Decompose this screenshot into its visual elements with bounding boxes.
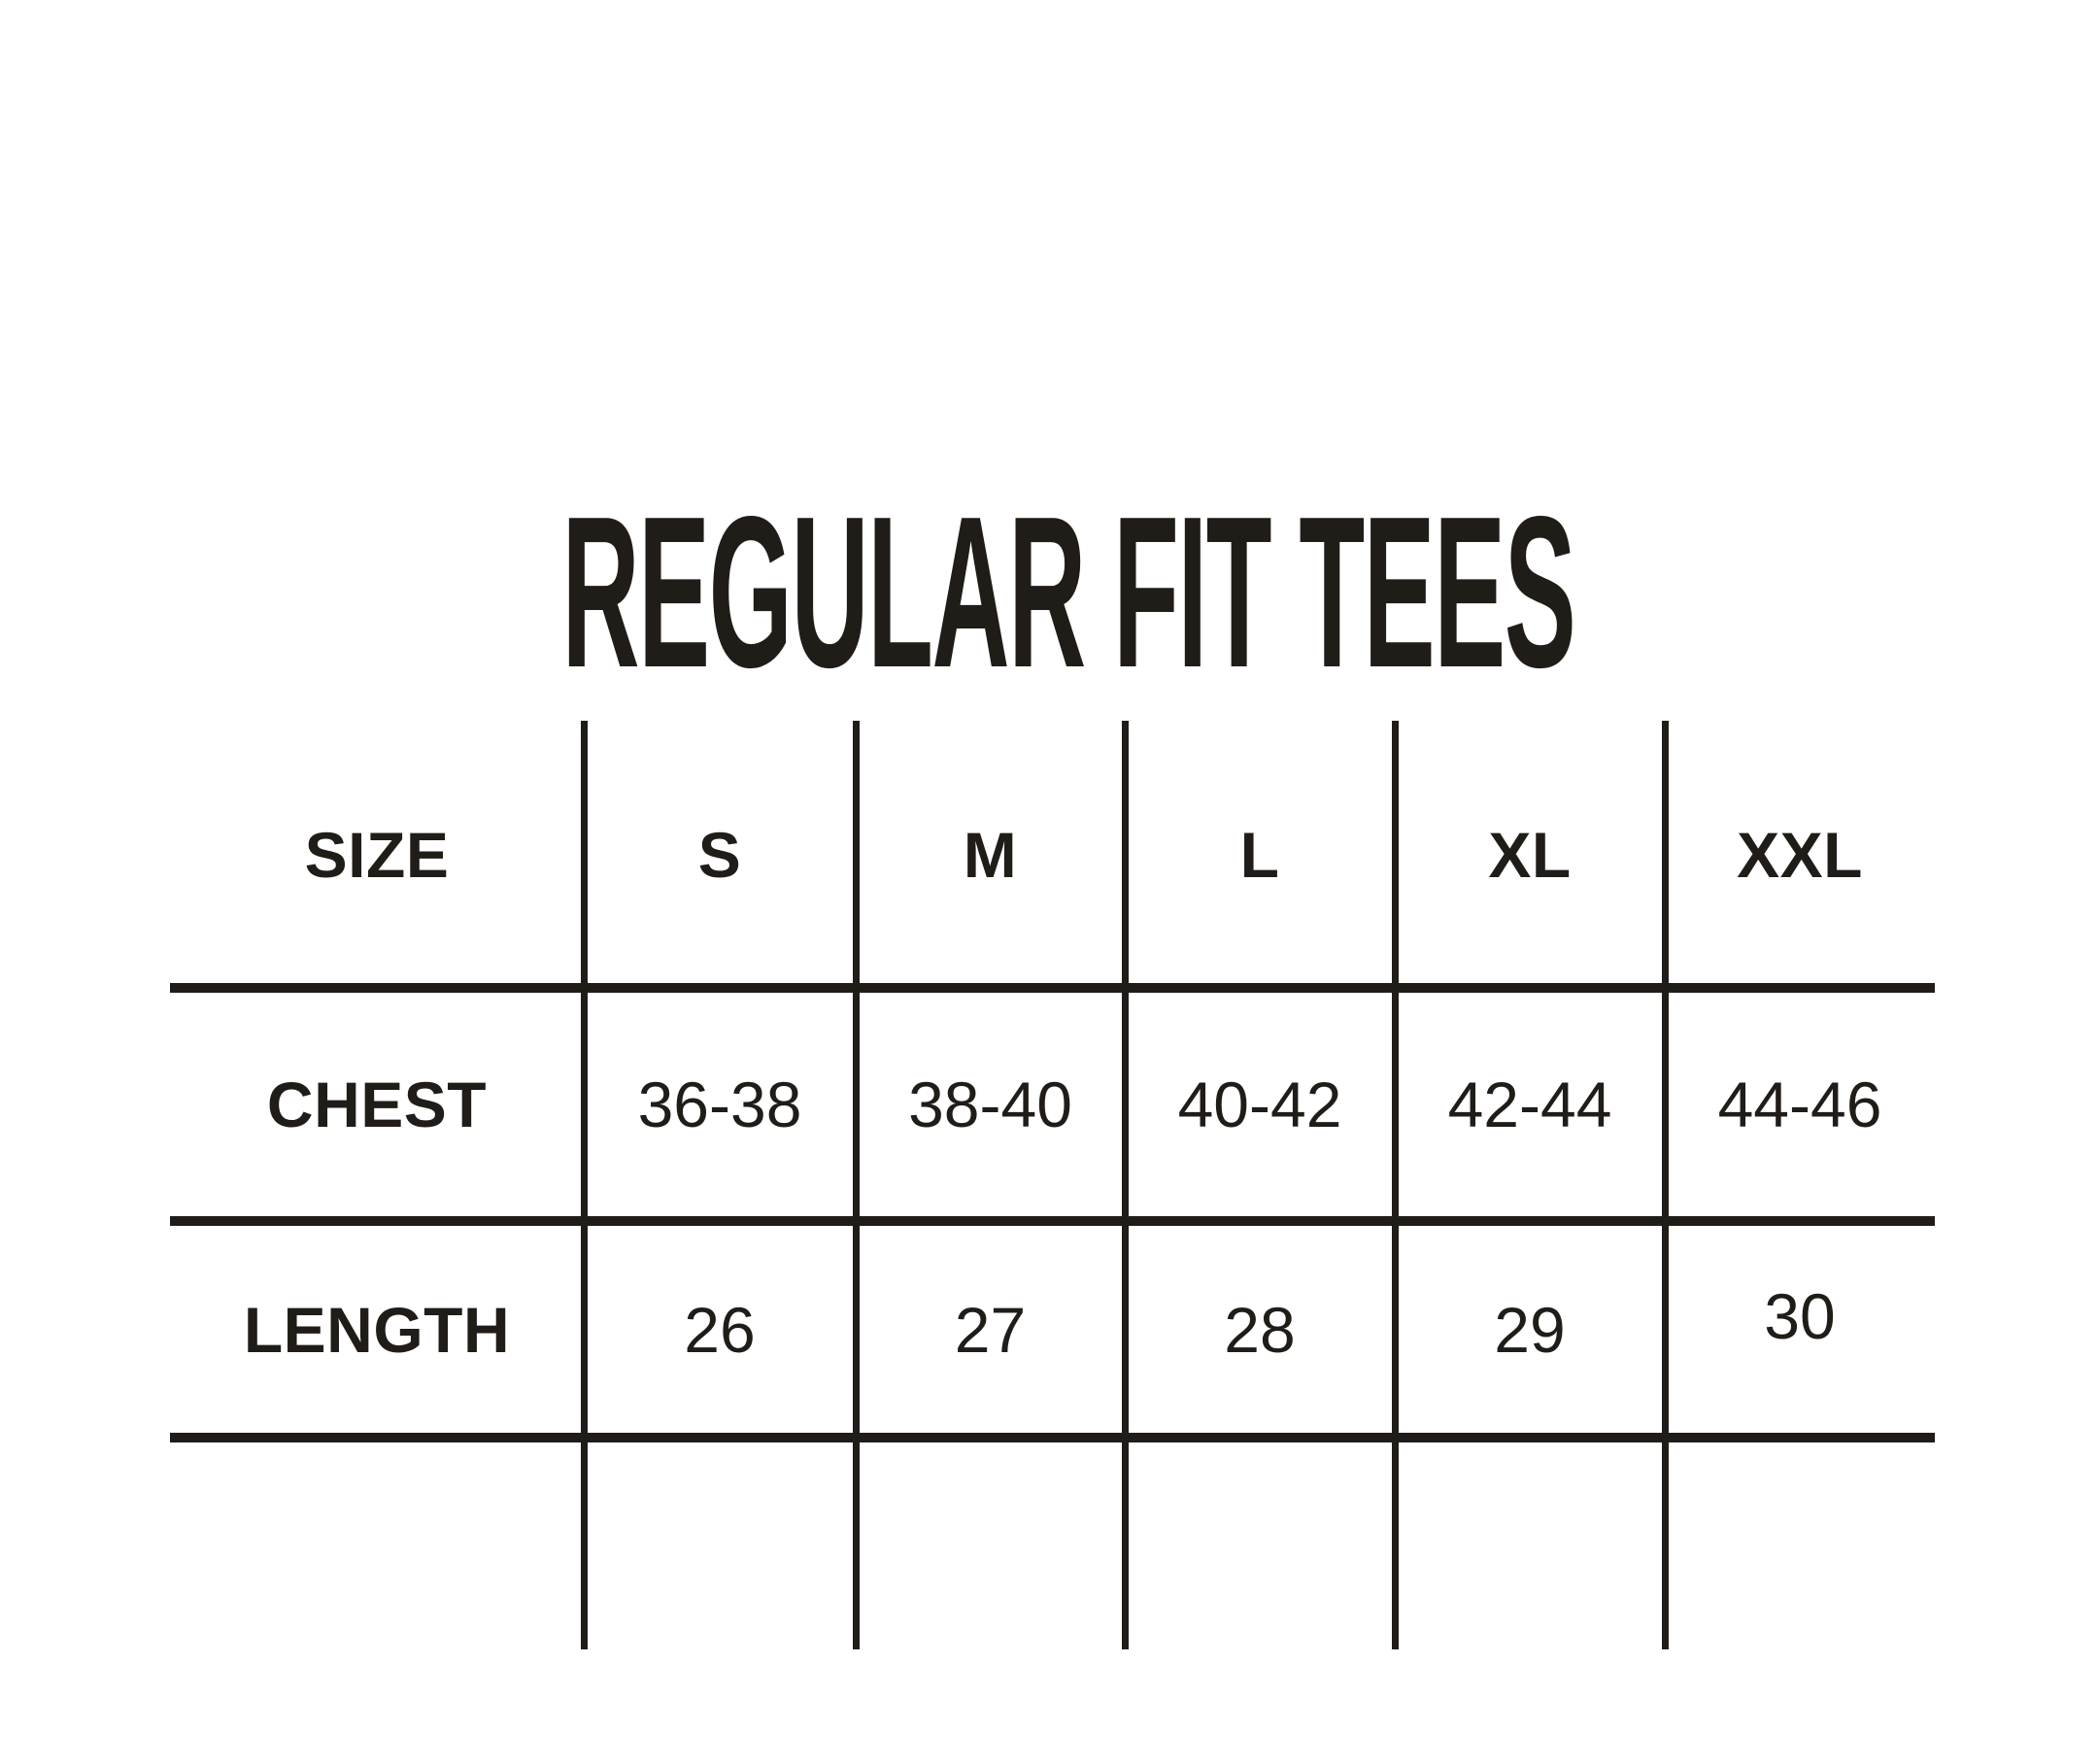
chest-row-label: CHEST — [266, 1069, 488, 1140]
table-horizontal-line — [170, 983, 1935, 993]
table-cell: 40-42 — [1177, 1069, 1342, 1140]
table-vertical-line — [853, 721, 860, 1649]
column-header-l: L — [1239, 818, 1280, 891]
column-header-xl: XL — [1488, 818, 1572, 891]
title-row: REGULAR FIT TEES — [0, 485, 2098, 700]
table-cell: 29 — [1494, 1293, 1566, 1366]
table-cell: 30 — [1764, 1279, 1836, 1352]
table-vertical-line — [1392, 721, 1399, 1649]
table-cell: 42-44 — [1447, 1069, 1612, 1140]
table-cell: 36-38 — [637, 1069, 802, 1140]
table-vertical-line — [581, 721, 588, 1649]
table-cell: 38-40 — [908, 1069, 1072, 1140]
table-vertical-line — [1122, 721, 1129, 1649]
column-header-m: M — [963, 818, 1018, 891]
table-cell: 26 — [684, 1293, 756, 1366]
table-horizontal-line — [170, 1216, 1935, 1226]
length-row-label: LENGTH — [243, 1293, 511, 1366]
size-row-label: SIZE — [304, 818, 450, 891]
column-header-xxl: XXL — [1737, 818, 1863, 891]
table-horizontal-line — [170, 1433, 1935, 1442]
table-cell: 28 — [1224, 1293, 1296, 1366]
column-header-s: S — [697, 818, 742, 891]
table-cell: 44-46 — [1717, 1069, 1882, 1140]
page-title: REGULAR FIT TEES — [561, 472, 1576, 713]
table-cell: 27 — [954, 1293, 1027, 1366]
table-vertical-line — [1662, 721, 1669, 1649]
